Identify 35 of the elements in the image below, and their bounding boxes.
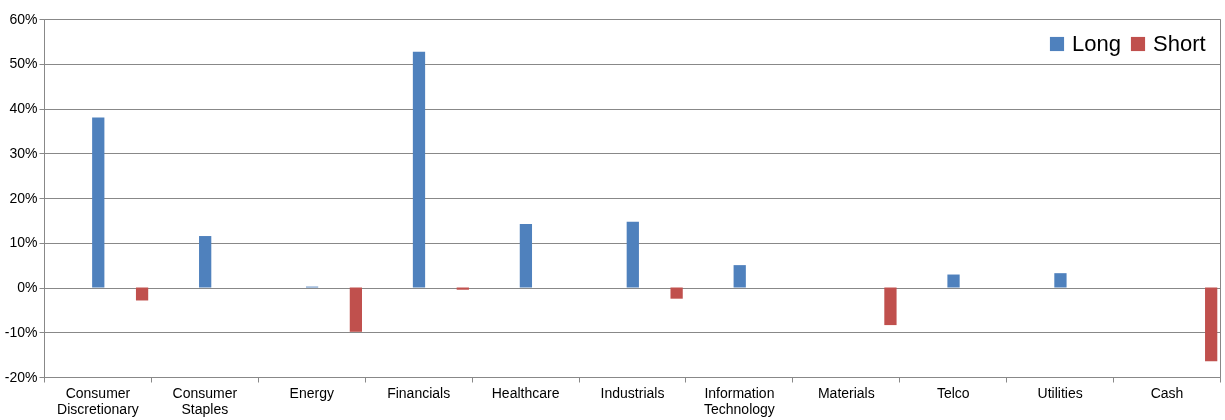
x-tick-label: Financials [387,384,451,401]
legend-label: Short [1153,31,1206,56]
x-tick-label: Materials [817,384,875,401]
y-tick-label: 50% [9,55,38,72]
legend-label: Long [1072,31,1121,56]
bar [199,236,212,288]
bar [92,117,105,288]
bar [1054,273,1067,288]
x-tick-label: Energy [289,384,334,401]
x-tick-label: Consumer Staples [172,384,238,417]
x-tick-label: Consumer Discretionary [57,384,139,417]
bar [733,265,746,288]
bar [947,274,960,288]
bar [626,221,639,288]
y-tick-label: 0% [17,279,38,295]
x-tick-label: Information Technology [704,384,775,417]
y-tick-label: 20% [9,189,38,206]
y-tick-label: 60% [9,10,38,27]
x-tick-label: Industrials [600,384,665,401]
y-tick-label: 30% [9,144,38,161]
bar [670,287,683,299]
bar [135,287,149,301]
bar [519,223,533,288]
y-tick-label: 40% [9,100,38,116]
x-tick-label: Utilities [1037,384,1083,401]
y-tick-label: -10% [4,323,38,340]
y-tick-label: 10% [9,234,38,251]
bar [884,287,897,326]
x-tick-label: Telco [936,384,970,401]
y-tick-label: -20% [4,368,38,385]
x-tick-label: Healthcare [491,384,560,401]
bar [349,287,363,332]
bar [412,51,426,288]
x-tick-label: Cash [1150,384,1184,401]
bar [1205,287,1218,362]
